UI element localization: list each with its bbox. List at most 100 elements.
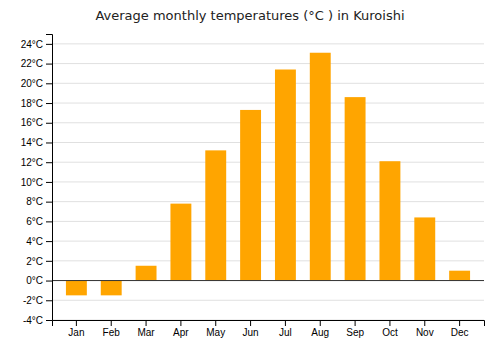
y-tick-label: 12°C bbox=[21, 157, 43, 168]
grid-line bbox=[52, 300, 484, 301]
bar bbox=[345, 97, 366, 280]
y-tick: -4°C bbox=[23, 315, 52, 326]
y-tick-label: 0°C bbox=[26, 275, 43, 286]
y-tick-label: 6°C bbox=[26, 216, 43, 227]
x-tick-mark bbox=[250, 320, 251, 326]
chart: Average monthly temperatures (°C ) in Ku… bbox=[0, 0, 500, 350]
y-tick: -2°C bbox=[23, 295, 52, 306]
y-tick: 24°C bbox=[21, 39, 52, 50]
x-tick-label: Jun bbox=[243, 327, 259, 338]
y-tick: 14°C bbox=[21, 137, 52, 148]
x-tick: Aug bbox=[311, 320, 329, 338]
y-tick-label: -4°C bbox=[23, 315, 43, 326]
bar bbox=[170, 204, 191, 281]
grid-line bbox=[52, 201, 484, 202]
bar bbox=[101, 281, 122, 296]
y-tick-mark bbox=[46, 261, 52, 262]
y-tick-mark bbox=[46, 44, 52, 45]
y-tick: 4°C bbox=[26, 236, 52, 247]
y-tick: 0°C bbox=[26, 275, 52, 286]
grid-line bbox=[52, 122, 484, 123]
y-axis-line bbox=[46, 35, 53, 321]
y-tick-label: -2°C bbox=[23, 295, 43, 306]
x-tick-label: Oct bbox=[382, 327, 398, 338]
x-tick-label: May bbox=[206, 327, 225, 338]
x-tick-mark bbox=[146, 320, 147, 326]
y-tick: 6°C bbox=[26, 216, 52, 227]
x-tick-mark bbox=[424, 320, 425, 326]
bar bbox=[449, 271, 470, 281]
y-tick-label: 8°C bbox=[26, 196, 43, 207]
x-tick-label: Dec bbox=[451, 327, 469, 338]
y-tick-label: 14°C bbox=[21, 137, 43, 148]
bar bbox=[240, 110, 261, 281]
x-tick-label: Mar bbox=[137, 327, 155, 338]
x-tick-label: Nov bbox=[416, 327, 434, 338]
grid-line bbox=[52, 43, 484, 44]
y-tick-mark bbox=[46, 142, 52, 143]
bar bbox=[275, 70, 296, 281]
y-tick-label: 20°C bbox=[21, 78, 43, 89]
x-axis: Jan Feb Mar Apr May Jun Jul Aug Sep Oct Nov Dec bbox=[53, 320, 485, 338]
bar bbox=[205, 150, 226, 280]
grid-line bbox=[52, 63, 484, 64]
x-tick-label: Aug bbox=[311, 327, 329, 338]
y-tick-label: 22°C bbox=[21, 58, 43, 69]
bar bbox=[414, 217, 435, 280]
y-tick-mark bbox=[46, 202, 52, 203]
x-tick: Jan bbox=[68, 320, 84, 338]
y-tick-mark bbox=[46, 64, 52, 65]
x-tick: Apr bbox=[173, 320, 189, 338]
grid bbox=[52, 44, 484, 320]
x-tick-label: Sep bbox=[346, 327, 364, 338]
y-tick: 18°C bbox=[21, 98, 52, 109]
y-tick-mark bbox=[46, 103, 52, 104]
y-tick: 20°C bbox=[21, 78, 52, 89]
y-tick-label: 18°C bbox=[21, 98, 43, 109]
x-tick: May bbox=[206, 320, 225, 338]
y-tick-mark bbox=[46, 241, 52, 242]
bar bbox=[136, 266, 157, 281]
title: Average monthly temperatures (°C ) in Ku… bbox=[95, 8, 404, 23]
grid-line bbox=[52, 103, 484, 104]
x-tick-label: Feb bbox=[103, 327, 121, 338]
y-tick: 22°C bbox=[21, 58, 52, 69]
y-tick-mark bbox=[46, 162, 52, 163]
grid-line bbox=[52, 83, 484, 84]
bar bbox=[310, 53, 331, 281]
x-tick: Dec bbox=[451, 320, 469, 338]
x-tick-mark bbox=[76, 320, 77, 326]
bar bbox=[379, 161, 400, 280]
x-tick-mark bbox=[389, 320, 390, 326]
y-tick-mark bbox=[46, 123, 52, 124]
bars bbox=[52, 53, 484, 296]
y-tick: 8°C bbox=[26, 196, 52, 207]
x-tick-mark bbox=[215, 320, 216, 326]
x-tick-mark bbox=[111, 320, 112, 326]
y-tick-mark bbox=[46, 182, 52, 183]
y-tick: 16°C bbox=[21, 117, 52, 128]
y-tick-label: 2°C bbox=[26, 256, 43, 267]
grid-line bbox=[52, 181, 484, 182]
x-tick: Oct bbox=[382, 320, 398, 338]
grid-line bbox=[52, 162, 484, 163]
y-tick-mark bbox=[46, 320, 52, 321]
x-tick: Jul bbox=[279, 320, 292, 338]
x-tick: Mar bbox=[137, 320, 155, 338]
plot: -4°C -2°C 0°C 2°C 4°C 6°C 8°C 10°C 12°C 14°C 16°C 1… bbox=[21, 35, 485, 339]
y-tick-mark bbox=[46, 281, 52, 282]
x-tick: Jun bbox=[243, 320, 259, 338]
y-axis: -4°C -2°C 0°C 2°C 4°C 6°C 8°C 10°C 12°C 14°C 16°C 1… bbox=[21, 35, 53, 326]
y-tick: 10°C bbox=[21, 177, 52, 188]
x-tick-mark bbox=[320, 320, 321, 326]
y-tick-label: 4°C bbox=[26, 236, 43, 247]
y-tick-label: 10°C bbox=[21, 177, 43, 188]
x-tick-label: Jul bbox=[279, 327, 292, 338]
x-axis-line bbox=[53, 321, 485, 327]
y-tick: 2°C bbox=[26, 256, 52, 267]
y-tick-label: 16°C bbox=[21, 117, 43, 128]
bar bbox=[66, 281, 87, 296]
y-tick-label: 24°C bbox=[21, 39, 43, 50]
x-tick-label: Apr bbox=[173, 327, 189, 338]
y-tick-mark bbox=[46, 300, 52, 301]
